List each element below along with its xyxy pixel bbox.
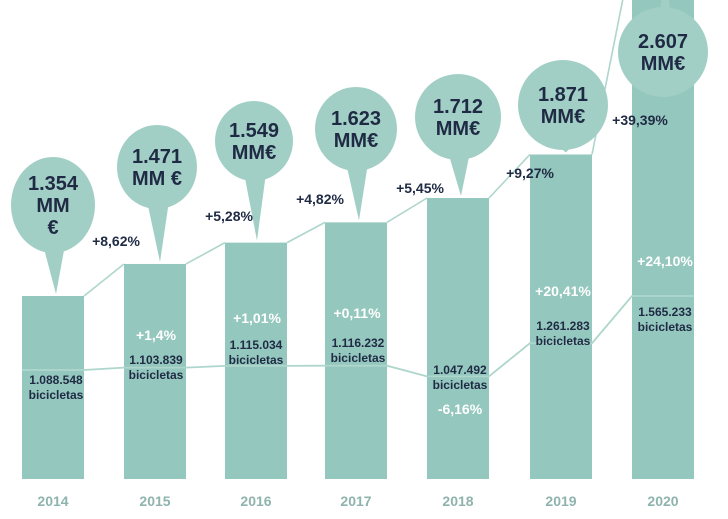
year-label-2019: 2019 <box>545 493 576 509</box>
units-value-label: 1.565.233 <box>638 305 692 319</box>
revenue-bubble <box>518 60 608 150</box>
revenue-change-label: +5,45% <box>396 180 444 196</box>
units-value-label: 1.103.839 <box>129 353 183 367</box>
revenue-change-label: +4,82% <box>296 191 344 207</box>
units-change-label: +0,11% <box>333 305 381 321</box>
bar-2018 <box>427 198 489 479</box>
revenue-connector <box>83 263 125 297</box>
revenue-value-label: 1.871 <box>538 84 588 106</box>
year-label-2018: 2018 <box>442 493 473 509</box>
units-unit-label: bicicletas <box>331 351 386 365</box>
units-unit-label: bicicletas <box>29 388 84 402</box>
units-unit-label: bicicletas <box>536 334 591 348</box>
units-change-label: +24,10% <box>637 253 693 269</box>
year-label-2014: 2014 <box>37 493 68 509</box>
revenue-value-label: 1.712 <box>433 96 483 118</box>
units-line <box>22 295 694 378</box>
revenue-change-label: +39,39% <box>612 112 668 128</box>
units-value-label: 1.115.034 <box>230 338 283 352</box>
revenue-change-label: +5,28% <box>205 208 253 224</box>
revenue-value-label: MM€ <box>232 142 276 164</box>
revenue-bubbles <box>11 0 708 294</box>
units-value-label: 1.047.492 <box>433 363 487 377</box>
revenue-value-label: MM€ <box>334 130 378 152</box>
revenue-value-label: 1.354 <box>28 173 79 195</box>
revenue-value-label: € <box>47 217 58 239</box>
revenue-connector <box>286 221 326 244</box>
revenue-bubble <box>215 101 293 181</box>
bubble-tail <box>346 163 368 221</box>
revenue-connector <box>185 241 226 265</box>
revenue-value-label: MM € <box>132 168 182 190</box>
revenue-bars <box>22 0 694 479</box>
revenue-value-label: 2.607 <box>638 31 688 53</box>
revenue-bubble <box>315 87 397 171</box>
revenue-change-label: +8,62% <box>92 233 140 249</box>
revenue-connector <box>386 197 428 224</box>
units-value-label: 1.116.232 <box>332 336 385 350</box>
revenue-value-label: 1.471 <box>132 146 182 168</box>
bar-2016 <box>225 242 287 479</box>
bubble-tail <box>147 201 169 262</box>
bubble-tail <box>448 152 470 196</box>
units-change-label: +1,4% <box>136 327 177 343</box>
revenue-change-label: +9,27% <box>506 165 554 181</box>
units-change-label: -6,16% <box>438 401 483 417</box>
bar-2017 <box>325 222 387 479</box>
revenue-value-label: MM <box>36 195 69 217</box>
revenue-bubble <box>117 125 197 209</box>
bar-2015 <box>124 263 186 479</box>
year-label-2020: 2020 <box>647 493 678 509</box>
bubble-tail <box>244 173 266 241</box>
year-label-2015: 2015 <box>139 493 170 509</box>
units-change-label: +1,01% <box>233 310 281 326</box>
bar-2014 <box>22 296 84 479</box>
revenue-bubble <box>415 74 501 160</box>
revenue-value-label: 1.623 <box>331 108 381 130</box>
units-unit-label: bicicletas <box>229 353 284 367</box>
year-label-2016: 2016 <box>240 493 271 509</box>
revenue-value-label: MM€ <box>436 118 480 140</box>
bar-2019 <box>530 154 592 479</box>
bubble-tail <box>43 245 65 294</box>
units-trend-line <box>22 295 694 378</box>
units-unit-label: bicicletas <box>433 378 488 392</box>
revenue-value-label: 1.549 <box>229 120 279 142</box>
units-unit-label: bicicletas <box>129 368 184 382</box>
revenue-bubble <box>618 7 708 97</box>
year-label-2017: 2017 <box>340 493 371 509</box>
units-value-label: 1.088.548 <box>29 373 83 387</box>
revenue-value-label: MM€ <box>641 53 685 75</box>
units-change-label: +20,41% <box>535 283 591 299</box>
units-unit-label: bicicletas <box>638 320 693 334</box>
revenue-connector <box>488 153 531 199</box>
units-value-label: 1.261.283 <box>536 319 590 333</box>
revenue-bubble <box>11 157 95 253</box>
revenue-value-label: MM€ <box>541 106 585 128</box>
